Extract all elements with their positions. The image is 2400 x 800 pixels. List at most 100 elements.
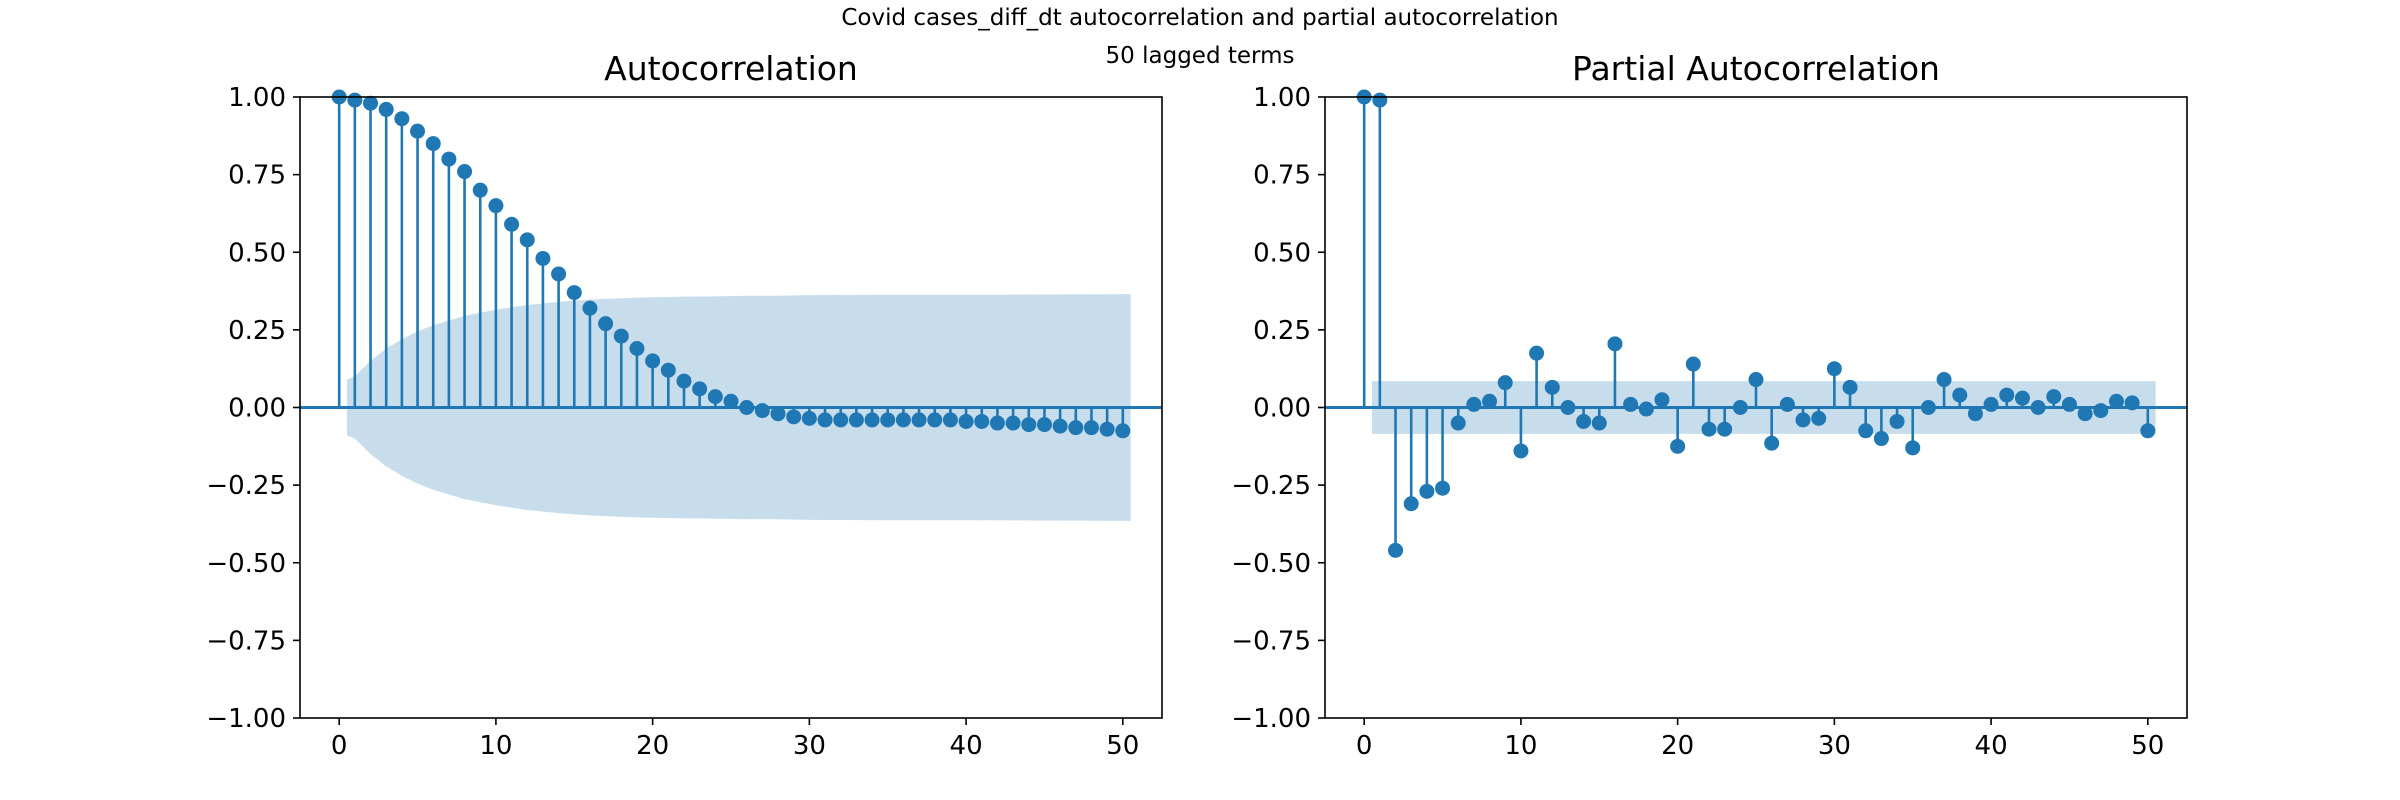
pacf-point-21 [1685,356,1701,372]
acf-xtick-label-10: 10 [479,731,512,761]
pacf-point-32 [1858,423,1874,439]
pacf-point-2 [1388,542,1404,558]
pacf-ytick-label-3: 0.25 [1253,316,1311,346]
pacf-ytick-label-6: −0.50 [1231,549,1311,579]
pacf-point-7 [1466,396,1482,412]
acf-ytick-label-7: −0.75 [206,626,286,656]
pacf-point-44 [2046,389,2062,405]
pacf-point-5 [1435,480,1451,496]
pacf-ytick-label-0: 1.00 [1253,83,1311,113]
pacf-point-20 [1670,438,1686,454]
figure-title-line1: Covid cases_diff_dt autocorrelation and … [841,5,1559,31]
acf-xtick-label-40: 40 [950,731,983,761]
acf-point-22 [676,373,692,389]
figure-title-line2: 50 lagged terms [1105,43,1295,69]
pacf-point-3 [1403,496,1419,512]
pacf-point-30 [1826,361,1842,377]
acf-point-10 [488,198,504,214]
pacf-ytick-label-7: −0.75 [1231,626,1311,656]
acf-point-17 [598,316,614,332]
acf-point-12 [519,232,535,248]
acf-ytick-label-3: 0.25 [228,316,286,346]
acf-point-21 [660,362,676,378]
pacf-point-14 [1576,413,1592,429]
acf-point-38 [927,412,943,428]
pacf-xtick-label-40: 40 [1975,731,2008,761]
pacf-ytick-label-8: −1.00 [1231,704,1311,734]
acf-point-2 [363,95,379,111]
acf-point-15 [566,285,582,301]
pacf-title: Partial Autocorrelation [1572,49,1940,88]
pacf-point-10 [1513,443,1529,459]
acf-ytick-label-2: 0.50 [228,238,286,268]
pacf-point-6 [1450,415,1466,431]
pacf-point-11 [1529,345,1545,361]
pacf-point-37 [1936,372,1952,388]
acf-point-44 [1021,417,1037,433]
pacf-xtick-label-30: 30 [1818,731,1851,761]
acf-point-48 [1083,420,1099,436]
pacf-point-19 [1654,392,1670,408]
acf-point-14 [551,266,567,282]
pacf-point-15 [1591,415,1607,431]
pacf-point-47 [2093,403,2109,419]
pacf-point-16 [1607,336,1623,352]
pacf-point-39 [1967,406,1983,422]
pacf-point-33 [1873,431,1889,447]
pacf-point-45 [2061,396,2077,412]
pacf-ytick-label-4: 0.00 [1253,394,1311,424]
acf-plot: 0 10 20 30 40 50 1.00 0.75 0.50 0.25 0.00 −0.25 −0.5… [206,49,1163,761]
acf-point-40 [958,413,974,429]
acf-point-32 [833,412,849,428]
pacf-point-18 [1638,401,1654,417]
acf-point-31 [817,412,833,428]
pacf-point-29 [1811,410,1827,426]
pacf-point-31 [1842,379,1858,395]
acf-xtick-label-20: 20 [636,731,669,761]
pacf-point-1 [1372,92,1388,108]
acf-ytick-label-0: 1.00 [228,83,286,113]
pacf-point-26 [1764,435,1780,451]
acf-point-11 [504,216,520,232]
acf-xtick-label-30: 30 [793,731,826,761]
acf-point-37 [911,412,927,428]
pacf-point-13 [1560,400,1576,415]
acf-point-45 [1036,417,1052,433]
acf-point-47 [1068,420,1084,436]
pacf-point-40 [1983,396,1999,412]
pacf-point-34 [1889,413,1905,429]
acf-point-19 [629,341,645,357]
acf-xtick-label-50: 50 [1106,731,1139,761]
pacf-point-49 [2124,395,2140,411]
pacf-point-8 [1482,393,1498,409]
pacf-point-23 [1717,421,1733,437]
pacf-plot: 0 10 20 30 40 50 1.00 0.75 0.50 0.25 0.00 −0.25 −0.5… [1231,49,2188,761]
acf-point-46 [1052,418,1068,434]
pacf-point-24 [1732,400,1748,415]
pacf-point-48 [2108,393,2124,409]
acf-point-49 [1099,421,1115,437]
pacf-xtick-label-20: 20 [1661,731,1694,761]
acf-point-28 [770,406,786,422]
acf-point-1 [347,92,363,108]
acf-point-6 [425,136,441,152]
acf-ytick-label-1: 0.75 [228,161,286,191]
pacf-point-38 [1952,387,1968,403]
acf-ytick-label-6: −0.50 [206,549,286,579]
pacf-point-28 [1795,412,1811,428]
pacf-point-22 [1701,421,1717,437]
acf-ytick-label-8: −1.00 [206,704,286,734]
pacf-point-27 [1779,396,1795,412]
acf-point-4 [394,111,410,127]
acf-point-43 [1005,415,1021,431]
pacf-point-4 [1419,483,1435,499]
pacf-ytick-label-5: −0.25 [1231,471,1311,501]
acf-point-24 [707,389,723,405]
acf-point-20 [645,353,661,369]
pacf-point-36 [1920,400,1936,415]
pacf-xtick-label-0: 0 [1356,731,1373,761]
acf-point-26 [739,400,755,415]
pacf-point-35 [1905,440,1921,456]
acf-point-39 [942,412,958,428]
